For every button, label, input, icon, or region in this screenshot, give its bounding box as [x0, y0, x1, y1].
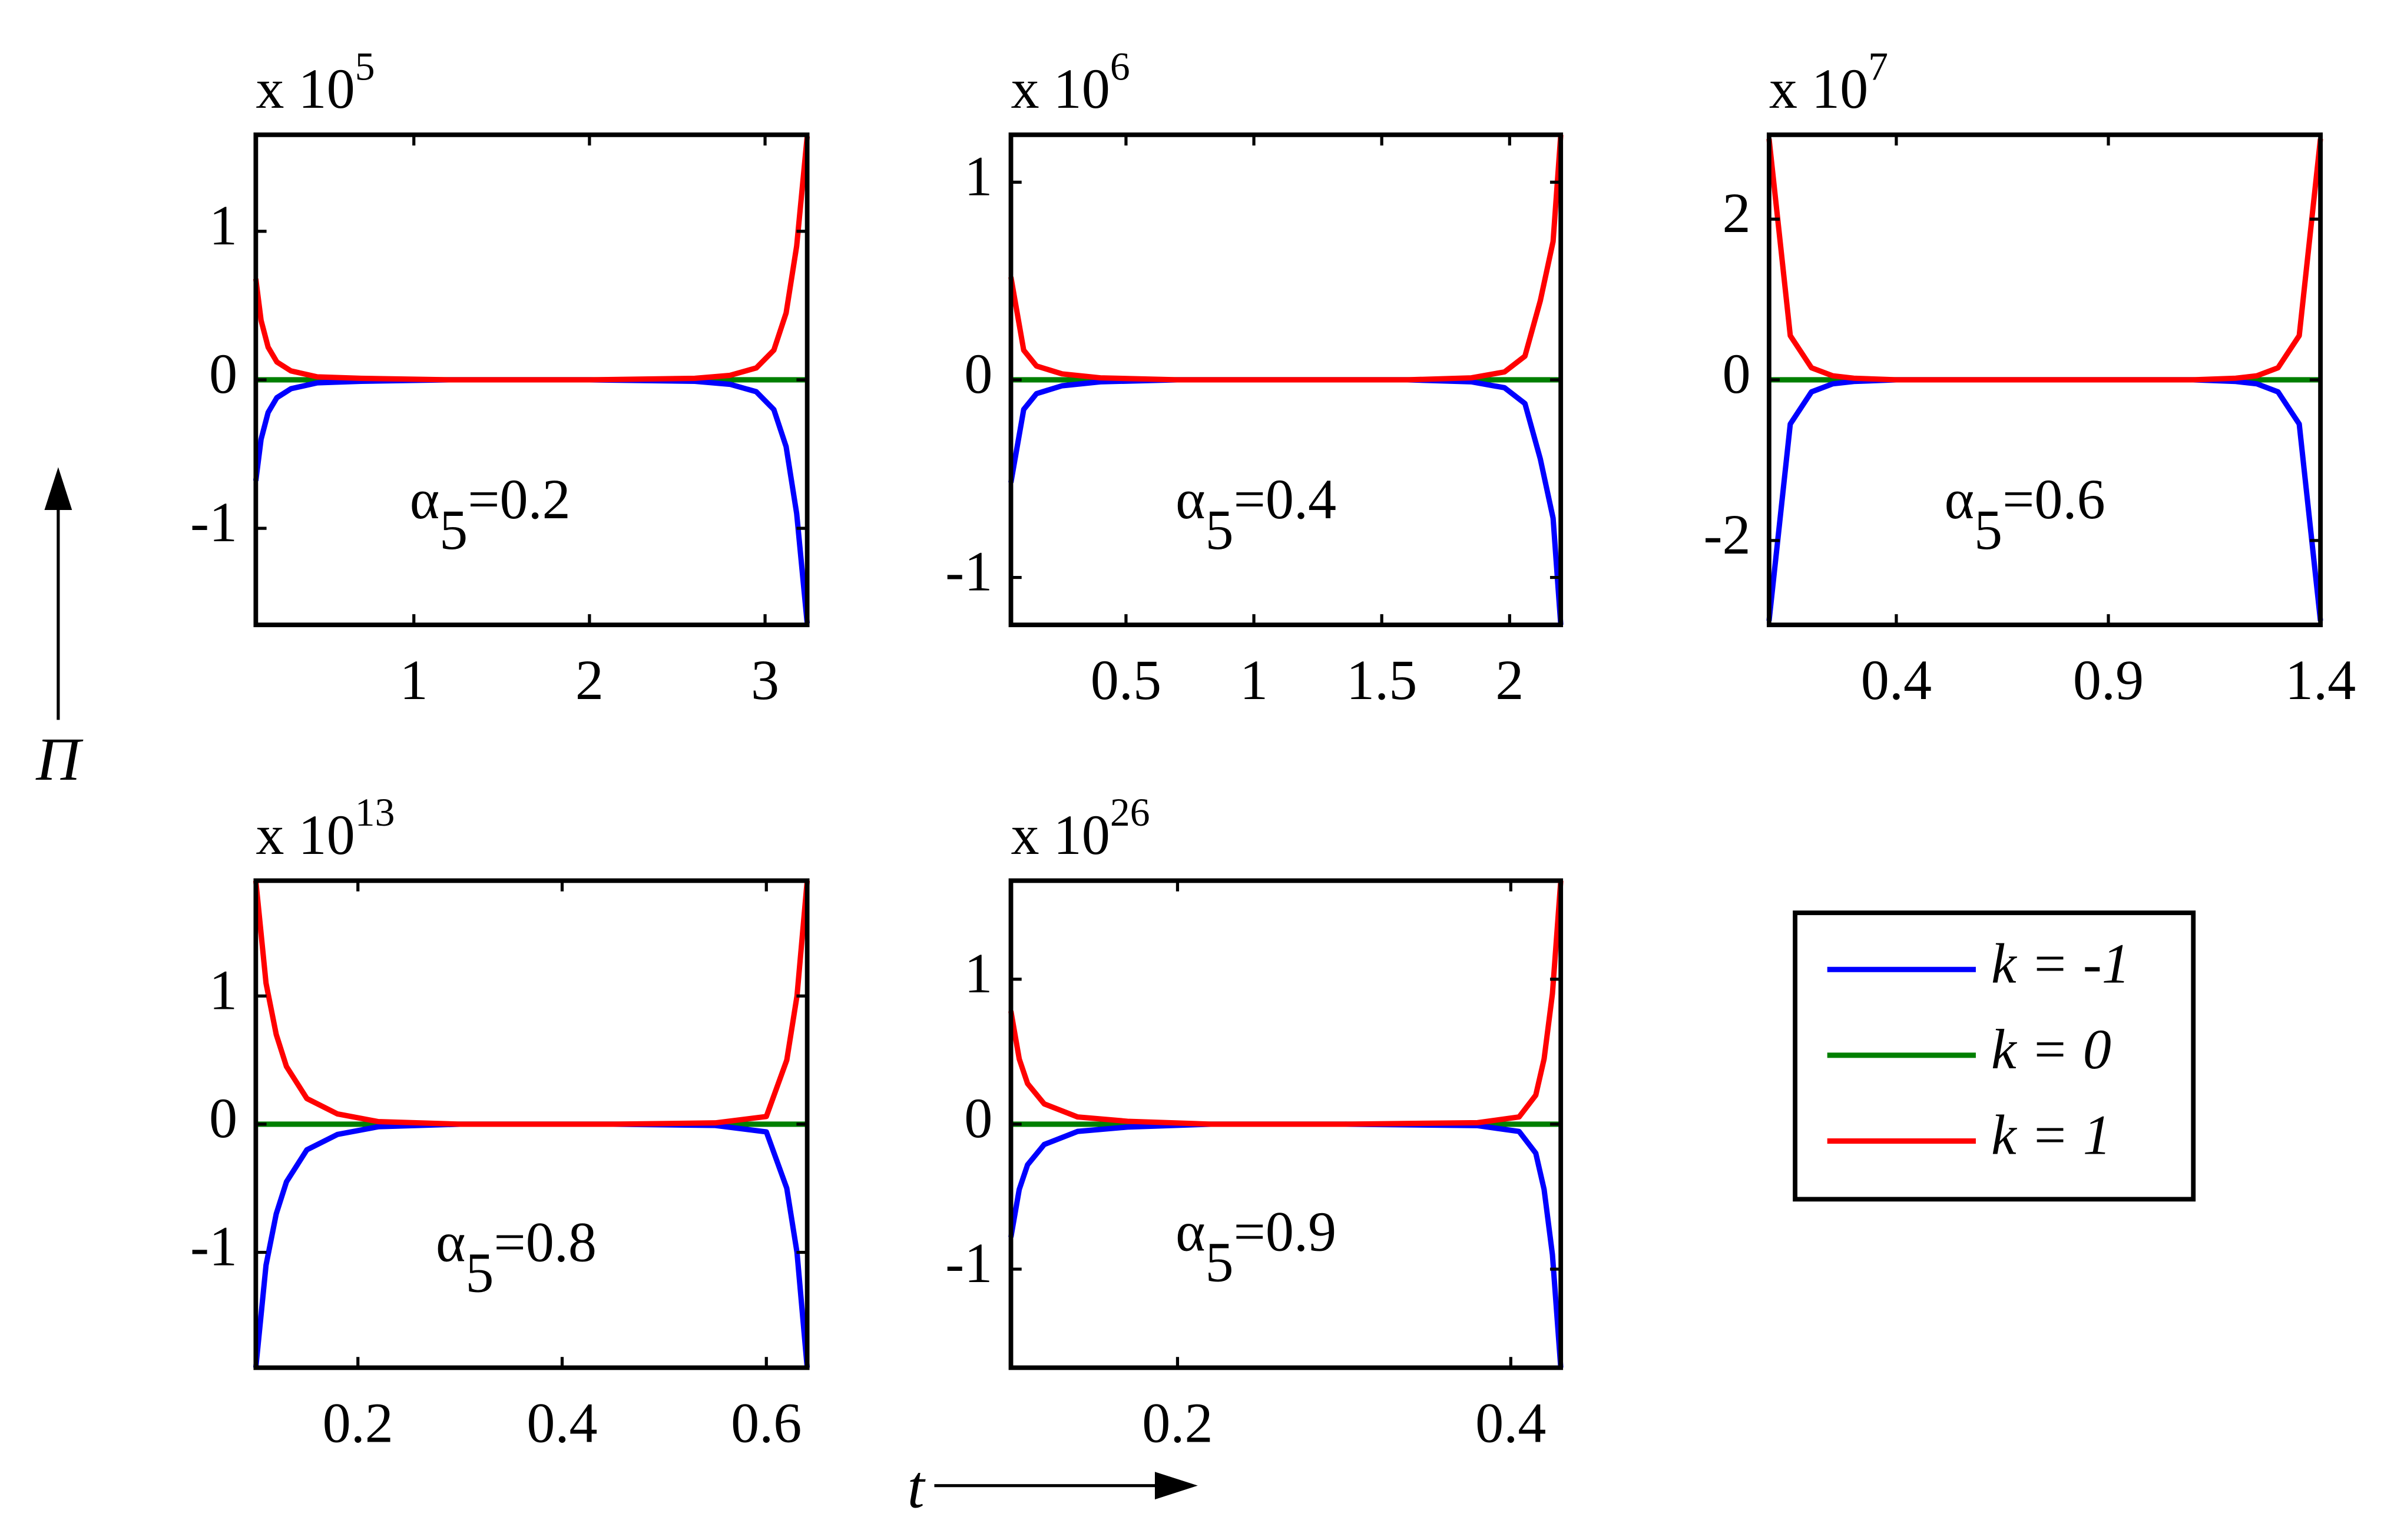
- y-tick-label: 1: [209, 958, 237, 1021]
- y-tick-label: 1: [964, 144, 992, 207]
- x-tick-label: 2: [1495, 648, 1524, 711]
- y-arrowhead: [44, 467, 72, 511]
- annotation-subscript: 5: [1974, 498, 2002, 561]
- y-tick-label: 0: [1723, 342, 1751, 405]
- x-tick-label: 1: [400, 648, 428, 711]
- scale-exponent: 5: [355, 44, 375, 88]
- annotation-symbol: α: [410, 468, 439, 531]
- x-tick-label: 1.4: [2285, 648, 2356, 711]
- y-tick-label: 2: [1723, 181, 1751, 244]
- x-tick-label: 0.4: [527, 1392, 597, 1455]
- x-tick-label: 1: [1240, 648, 1268, 711]
- x-tick-label: 3: [751, 648, 779, 711]
- x-tick-label: 0.4: [1861, 648, 1932, 711]
- legend-label: k = 0: [1991, 1018, 2111, 1081]
- scale-factor: x 1026: [1011, 790, 1150, 866]
- scale-factor: x 106: [1011, 44, 1130, 120]
- series-line: [1766, 138, 2323, 383]
- x-tick-label: 2: [575, 648, 604, 711]
- y-tick-label: 1: [209, 194, 237, 257]
- x-tick-label: 0.2: [323, 1392, 393, 1455]
- y-tick-label: -2: [1703, 503, 1750, 566]
- annotation-text: =0.4: [1234, 468, 1337, 531]
- annotation: α5=0.9: [1176, 1200, 1336, 1293]
- x-tick-label: 0.6: [731, 1392, 802, 1455]
- y-tick-label: 0: [209, 1087, 237, 1150]
- series-line: [253, 880, 810, 1127]
- legend-label: k = -1: [1991, 932, 2130, 995]
- annotation-symbol: α: [1176, 1200, 1205, 1263]
- series-line: [253, 135, 810, 383]
- x-tick-label: 0.4: [1475, 1392, 1546, 1455]
- scale-factor: x 107: [1769, 44, 1888, 120]
- scale-exponent: 6: [1110, 44, 1130, 88]
- y-tick-label: -1: [945, 1231, 992, 1294]
- annotation-subscript: 5: [1206, 498, 1234, 561]
- annotation-text: =0.8: [494, 1211, 597, 1274]
- scale-exponent: 26: [1110, 790, 1150, 834]
- annotation: α5=0.8: [436, 1211, 597, 1304]
- scale-text: x 10: [1011, 57, 1110, 120]
- annotation-subscript: 5: [465, 1241, 494, 1304]
- y-tick-label: -1: [190, 1215, 237, 1278]
- scale-exponent: 13: [355, 790, 395, 834]
- annotation-symbol: α: [436, 1211, 465, 1274]
- scale-text: x 10: [256, 57, 355, 120]
- annotation-text: =0.9: [1234, 1200, 1337, 1263]
- y-axis-label: Π: [35, 725, 84, 793]
- x-tick-label: 0.9: [2073, 648, 2144, 711]
- y-tick-label: -1: [945, 540, 992, 603]
- annotation-symbol: α: [1945, 468, 1974, 531]
- annotation-subscript: 5: [1206, 1230, 1234, 1293]
- y-tick-label: -1: [190, 491, 237, 554]
- x-tick-label: 0.2: [1142, 1392, 1213, 1455]
- scale-exponent: 7: [1868, 44, 1888, 88]
- annotation-symbol: α: [1176, 468, 1205, 531]
- scale-factor: x 105: [256, 44, 375, 120]
- x-arrowhead: [1154, 1472, 1198, 1500]
- annotation-text: =0.2: [468, 468, 571, 531]
- y-tick-label: 0: [964, 1087, 992, 1150]
- y-tick-label: 1: [964, 942, 992, 1005]
- y-tick-label: 0: [964, 342, 992, 405]
- annotation-subscript: 5: [439, 498, 468, 561]
- x-axis-label: t: [908, 1453, 926, 1521]
- annotation: α5=0.6: [1945, 468, 2105, 561]
- annotation: α5=0.4: [1176, 468, 1336, 561]
- scale-factor: x 1013: [256, 790, 395, 866]
- x-tick-label: 0.5: [1091, 648, 1161, 711]
- scale-text: x 10: [256, 803, 355, 866]
- scale-text: x 10: [1769, 57, 1868, 120]
- x-tick-label: 1.5: [1346, 648, 1417, 711]
- annotation-text: =0.6: [2002, 468, 2105, 531]
- y-tick-label: 0: [209, 342, 237, 405]
- annotation: α5=0.2: [410, 468, 571, 561]
- scale-text: x 10: [1011, 803, 1110, 866]
- series-line: [1008, 134, 1564, 383]
- legend-label: k = 1: [1991, 1104, 2111, 1167]
- series-line: [1008, 880, 1564, 1127]
